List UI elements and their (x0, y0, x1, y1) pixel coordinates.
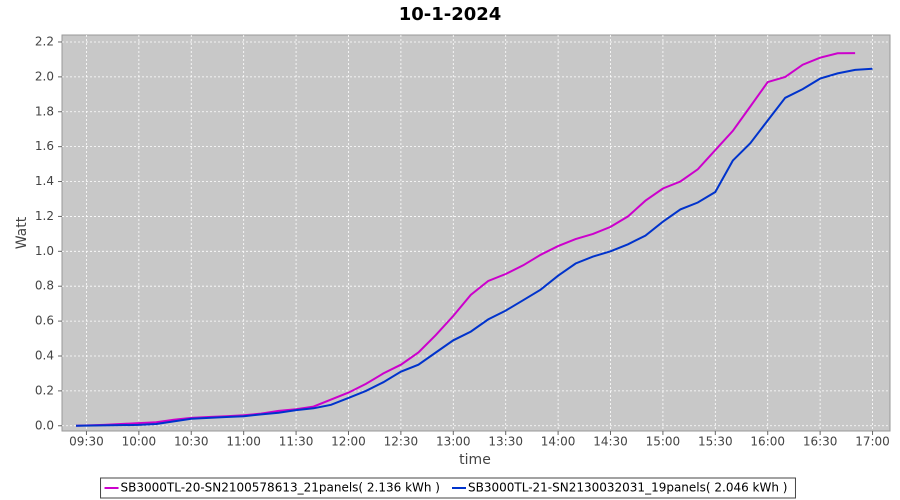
x-tick-label: 15:00 (646, 435, 681, 449)
legend-label: SB3000TL-21-SN2130032031_19panels( 2.046… (468, 481, 787, 495)
y-tick-label: 0.2 (35, 383, 54, 397)
y-tick-label: 2.2 (35, 34, 54, 48)
x-axis-label: time (459, 452, 491, 468)
legend (100, 477, 796, 499)
x-tick-label: 14:00 (541, 435, 576, 449)
y-tick-label: 0.4 (35, 348, 54, 362)
x-tick-label: 13:30 (488, 435, 523, 449)
y-tick-label: 2.0 (35, 69, 54, 83)
y-axis-label: Watt (14, 216, 30, 249)
y-tick-label: 0.0 (35, 418, 54, 432)
y-tick-label: 1.0 (35, 244, 54, 258)
plot-area (61, 34, 891, 432)
y-tick-label: 1.2 (35, 209, 54, 223)
x-tick-label: 09:30 (69, 435, 104, 449)
y-tick-label: 0.8 (35, 279, 54, 293)
series-line (75, 67, 873, 427)
y-tick-label: 0.6 (35, 314, 54, 328)
x-tick-label: 15:30 (698, 435, 733, 449)
x-tick-label: 12:30 (384, 435, 419, 449)
y-tick-label: 1.4 (35, 174, 54, 188)
x-tick-label: 16:30 (803, 435, 838, 449)
legend-label: SB3000TL-20-SN2100578613_21panels( 2.136… (121, 481, 440, 495)
x-tick-label: 10:00 (122, 435, 157, 449)
chart-title: 10-1-2024 (399, 4, 502, 25)
x-tick-label: 16:00 (750, 435, 785, 449)
y-tick-label: 1.8 (35, 104, 54, 118)
x-tick-label: 11:00 (226, 435, 261, 449)
y-tick-label: 1.6 (35, 139, 54, 153)
x-tick-label: 14:30 (593, 435, 628, 449)
x-tick-label: 17:00 (855, 435, 890, 449)
x-tick-label: 12:00 (331, 435, 366, 449)
x-tick-label: 13:00 (436, 435, 471, 449)
x-tick-label: 10:30 (174, 435, 209, 449)
x-tick-label: 11:30 (279, 435, 314, 449)
